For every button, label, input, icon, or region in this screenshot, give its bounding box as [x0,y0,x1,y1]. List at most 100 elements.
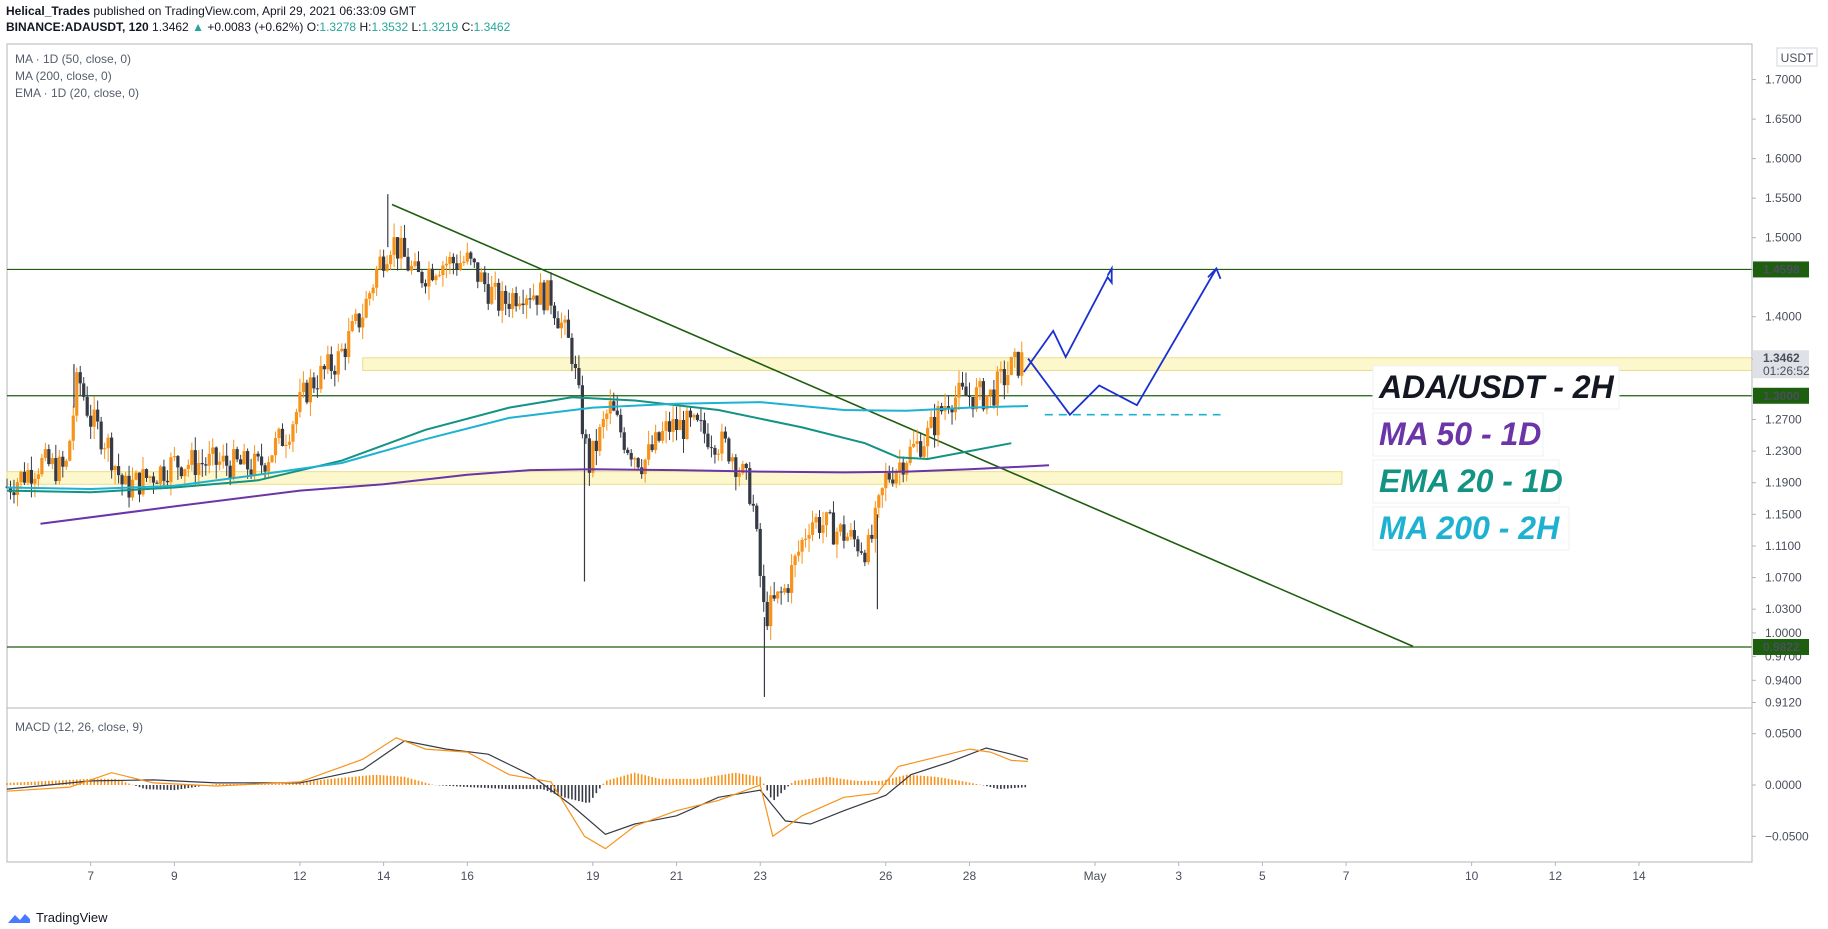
candle-body [796,551,801,556]
candle-body [538,282,543,305]
candle-body [155,482,159,484]
annotation-text-1: MA 50 - 1D [1379,416,1541,452]
candle-body [807,534,811,539]
trendline [391,203,1414,648]
candle-body [385,264,389,271]
low-value: 1.3219 [421,20,459,34]
candle-body [322,365,326,370]
candle-body [225,455,229,466]
chart-header-line2: BINANCE:ADAUSDT, 120 1.3462 ▲ +0.0083 (+… [6,20,510,34]
chart-canvas[interactable]: 0.91200.94000.97001.00001.03001.07001.11… [0,0,1828,900]
candle-body [849,530,853,537]
indicator-label-macd[interactable]: MACD (12, 26, close, 9) [15,720,143,734]
low-label: L: [411,20,422,34]
candle-body [992,389,996,406]
candle-body [110,437,114,471]
candle-body [776,591,780,599]
candle-body [681,419,686,440]
candle-body [737,473,741,477]
candle-body [259,456,264,466]
candle-body [22,471,27,483]
ma-line-0 [40,464,1050,525]
price-badge-1 [1753,350,1809,379]
time-tick-label: 16 [461,869,475,883]
candle-body [413,261,417,266]
candle-body [556,318,560,329]
candle-body [92,409,96,427]
candle-body [786,588,790,593]
candle-body [312,377,316,389]
close-label: C: [461,20,474,34]
ma-line-1 [6,396,1012,494]
candle-body [695,414,700,421]
candle-body [479,272,483,282]
time-tick-label: 7 [87,869,94,883]
candle-body [817,517,822,533]
candle-body [144,469,149,478]
footer-brand[interactable]: TradingView [36,910,108,925]
candle-body [298,392,302,413]
change-arrow-icon: ▲ [192,20,204,34]
annotation-box-3 [1372,506,1570,551]
author-name[interactable]: Helical_Trades [6,4,91,18]
candle-body [528,298,532,300]
candle-body [47,449,51,465]
candle-body [594,440,598,452]
time-tick-label: 5 [1259,869,1266,883]
price-tick-label: 1.0000 [1765,626,1802,640]
candle-body [434,275,438,281]
price-axis[interactable]: 0.91200.94000.97001.00001.03001.07001.11… [1751,44,1802,862]
candle-body [654,432,658,451]
candle-body [880,488,884,496]
open-label: O: [306,20,320,34]
indicator-label-ma50[interactable]: MA · 1D (50, close, 0) [15,52,131,66]
candle-body [894,471,898,484]
candle-body [183,469,187,477]
candle-body [932,416,937,436]
candle-body [33,478,37,484]
candle-body [172,456,176,458]
candle-body [64,460,68,467]
candle-body [71,415,75,441]
candle-body [476,262,480,282]
candle-body [702,420,707,434]
candle-body [824,512,829,526]
candle-body [936,406,940,436]
candle-body [985,395,989,410]
candle-body [291,424,295,442]
symbol-label[interactable]: BINANCE:ADAUSDT, 120 [6,20,149,34]
macd-tick-label: −0.0500 [1765,829,1809,843]
candle-body [204,464,208,466]
time-tick-label: 10 [1465,869,1479,883]
candle-body [458,263,462,270]
candle-body [106,437,110,449]
candle-body [660,430,665,441]
candle-body [859,551,863,553]
indicator-label-ema20[interactable]: EMA · 1D (20, close, 0) [15,86,139,100]
candle-body [179,467,183,477]
candle-body [497,282,501,311]
currency-badge[interactable] [1776,47,1818,67]
time-tick-label: 21 [670,869,684,883]
candle-body [838,524,843,532]
candle-body [814,517,818,523]
close-value: 1.3462 [473,20,511,34]
candle-body [186,464,190,470]
candle-body [441,265,445,276]
candle-body [423,283,428,287]
candle-body [270,455,274,463]
candle-body [437,275,442,277]
candle-body [800,539,804,552]
candle-body [720,431,724,454]
last-price: 1.3462 [152,20,189,34]
candle-body [901,462,905,475]
time-axis[interactable]: 7 9 12 14 16 19 21 23 26 28 May 3 5 7 10 12 14 [87,862,1646,883]
candle-body [898,462,902,472]
candle-body [926,427,930,447]
indicator-label-ma200[interactable]: MA (200, close, 0) [15,69,112,83]
candle-body [99,421,103,450]
candle-body [723,431,727,439]
candle-body [619,414,623,433]
candle-body [762,575,766,602]
candle-body [685,410,689,440]
